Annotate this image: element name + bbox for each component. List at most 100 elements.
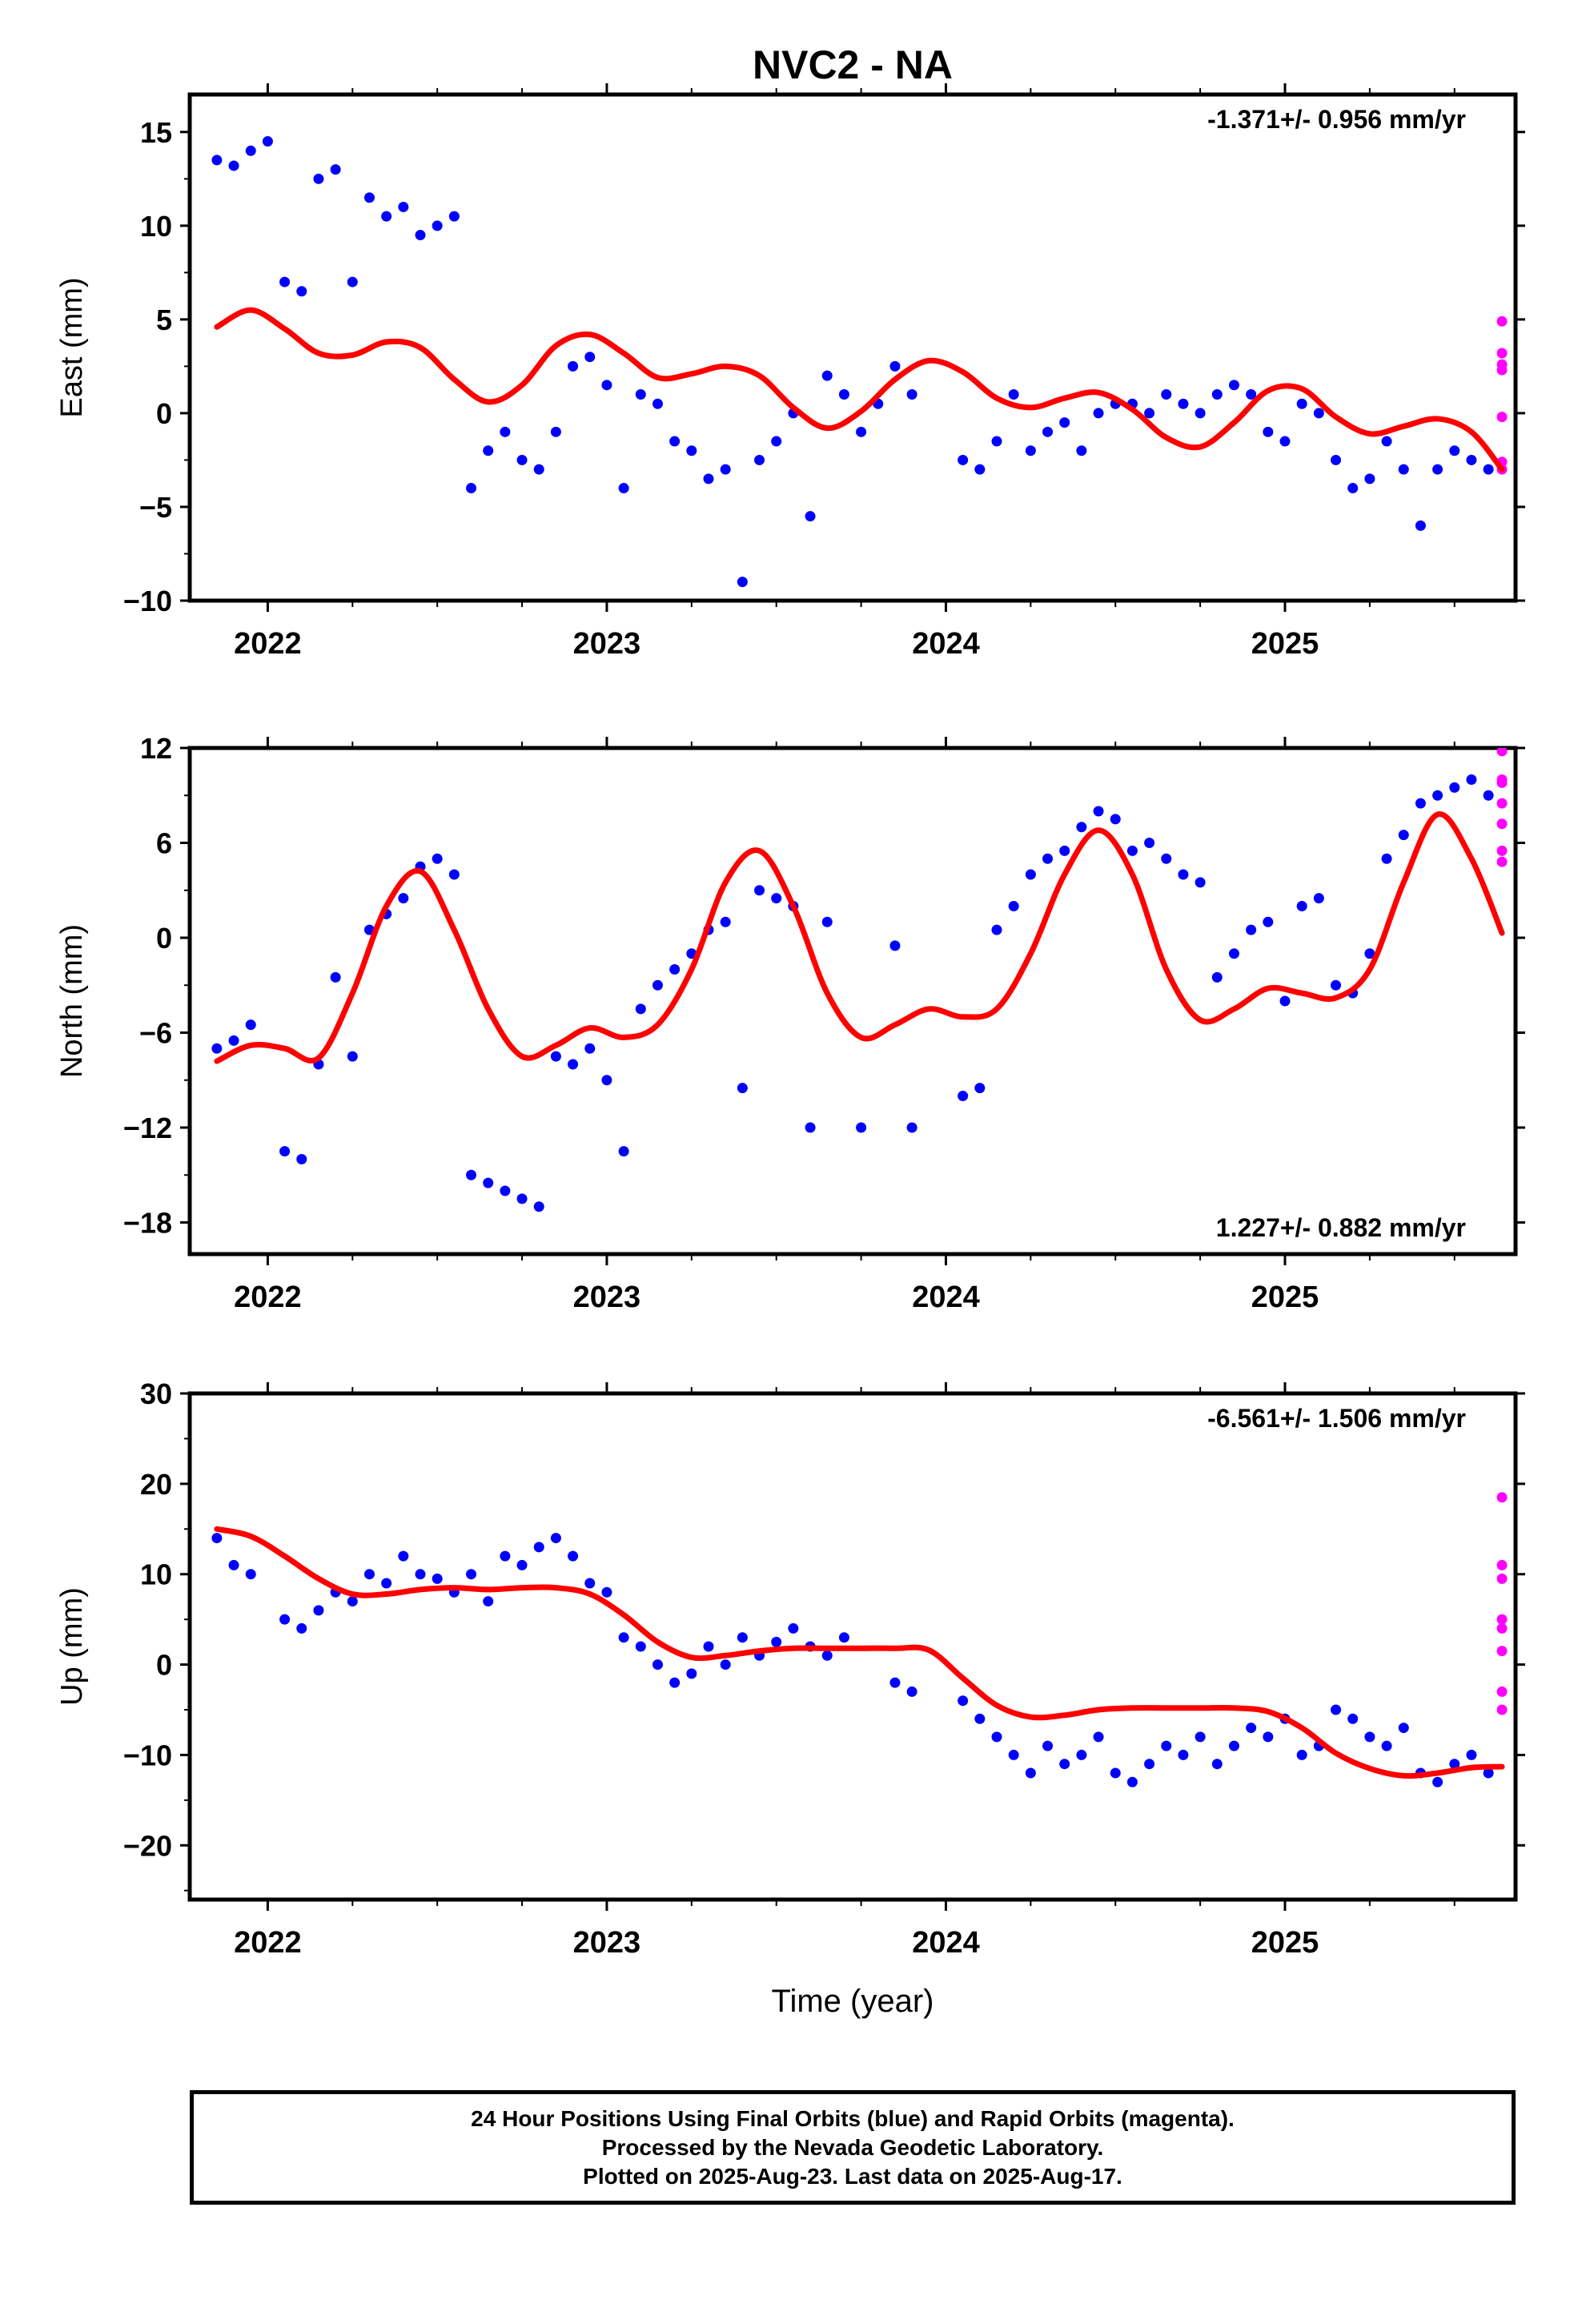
final-orbit-point <box>754 454 765 465</box>
final-orbit-point <box>1347 483 1359 494</box>
final-orbit-point <box>838 1632 849 1643</box>
final-orbit-point <box>516 454 528 465</box>
final-orbit-point <box>1331 454 1342 465</box>
rapid-orbit-point <box>1496 845 1508 856</box>
rate-label: -6.561+/- 1.506 mm/yr <box>1207 1404 1466 1433</box>
final-orbit-point <box>1110 814 1121 825</box>
final-orbit-point <box>958 1695 969 1707</box>
final-orbit-point <box>1466 774 1477 785</box>
final-orbit-point <box>1195 408 1206 419</box>
final-orbit-point <box>1076 1749 1087 1760</box>
final-orbit-point <box>1246 924 1257 935</box>
y-tick-label: 20 <box>140 1468 172 1501</box>
final-orbit-point <box>296 1622 307 1634</box>
y-tick-label: 12 <box>140 732 172 765</box>
final-orbit-point <box>279 1146 291 1157</box>
footer-line-1: 24 Hour Positions Using Final Orbits (bl… <box>471 2105 1235 2131</box>
rapid-orbit-point <box>1496 818 1508 830</box>
final-orbit-point <box>1483 790 1494 801</box>
y-tick-label: −10 <box>123 585 172 617</box>
y-tick-label: −6 <box>139 1017 172 1050</box>
final-orbit-point <box>330 971 341 983</box>
x-tick-label: 2024 <box>912 627 980 661</box>
final-orbit-point <box>1364 473 1375 485</box>
final-orbit-point <box>958 454 969 465</box>
final-orbit-point <box>1228 380 1239 391</box>
final-orbit-point <box>1364 1731 1375 1743</box>
rapid-orbit-point <box>1496 1622 1508 1634</box>
final-orbit-point <box>1008 1749 1019 1760</box>
final-orbit-point <box>363 1569 375 1580</box>
final-orbit-point <box>568 1550 579 1562</box>
panel-up: −20 −10 0 10 20 30 2022 2023 2024 2025 Up (mm) Time… <box>55 1377 1525 2019</box>
final-orbit-point <box>1228 1740 1239 1751</box>
rapid-orbit-point <box>1496 412 1508 423</box>
final-orbit-point <box>550 1051 561 1062</box>
final-orbit-point <box>889 1677 901 1688</box>
final-orbit-point <box>1398 464 1409 475</box>
model-curve <box>214 1526 1505 1779</box>
x-tick-label: 2022 <box>234 1281 302 1314</box>
final-orbit-point <box>1279 995 1291 1007</box>
rapid-orbit-point <box>1496 1704 1508 1715</box>
final-orbit-point <box>618 483 629 494</box>
rapid-orbit-point <box>1496 364 1508 376</box>
final-orbit-point <box>466 1569 477 1580</box>
x-tick-label: 2023 <box>573 627 641 661</box>
final-orbit-point <box>1126 845 1138 856</box>
final-orbit-point <box>669 964 681 975</box>
final-orbit-point <box>1263 916 1274 927</box>
final-orbit-point <box>1313 408 1324 419</box>
final-orbit-point <box>1161 389 1172 400</box>
rapid-orbit-point <box>1496 1559 1508 1570</box>
final-orbit-point <box>1161 1740 1172 1751</box>
y-tick-label: 10 <box>140 1558 172 1591</box>
final-orbit-point <box>974 1713 986 1724</box>
final-orbit-point <box>1195 1731 1206 1743</box>
final-orbit-point <box>1466 1749 1477 1760</box>
final-orbit-point <box>432 1573 443 1584</box>
y-tick-label: 15 <box>140 116 172 149</box>
final-orbit-point <box>771 1636 782 1647</box>
final-orbit-point <box>720 464 731 475</box>
final-orbit-point <box>991 436 1002 447</box>
panel-north: −18 −12 −6 0 6 12 2022 2023 2024 2025 North (mm) 1.… <box>55 732 1525 1314</box>
panel-east: −10 −5 0 5 10 15 2022 2023 2024 2025 East (mm) NVC2… <box>55 42 1525 661</box>
final-orbit-point <box>432 853 443 864</box>
final-orbit-point <box>1211 1759 1223 1770</box>
final-orbit-point <box>245 1569 256 1580</box>
final-orbit-point <box>737 1632 748 1643</box>
final-orbit-point <box>313 1605 324 1616</box>
final-orbit-point <box>500 1185 511 1196</box>
final-orbit-point <box>1313 893 1324 904</box>
final-orbit-point <box>1025 869 1036 880</box>
final-orbit-point <box>635 389 646 400</box>
final-orbit-point <box>958 1091 969 1101</box>
final-orbit-point <box>856 1122 867 1133</box>
final-orbit-point <box>1432 464 1443 475</box>
final-orbit-point <box>1364 948 1375 959</box>
final-orbit-point <box>1144 838 1155 848</box>
final-orbit-point <box>635 1003 646 1015</box>
y-tick-label: 6 <box>156 827 172 860</box>
final-orbit-point <box>245 1019 256 1031</box>
final-orbit-point <box>1042 853 1054 864</box>
final-orbit-point <box>703 1641 714 1652</box>
final-orbit-point <box>821 370 833 381</box>
rapid-orbit-point <box>1496 1573 1508 1584</box>
final-orbit-point <box>1093 1731 1104 1743</box>
rapid-orbit-point <box>1496 798 1508 809</box>
final-orbit-point <box>584 352 596 363</box>
final-orbit-point <box>1059 1759 1070 1770</box>
y-tick-label: 5 <box>156 304 172 336</box>
final-orbit-point <box>347 1051 358 1062</box>
footer-line-3: Plotted on 2025-Aug-23. Last data on 202… <box>583 2163 1122 2189</box>
final-orbit-point <box>838 389 849 400</box>
final-orbit-point <box>228 1559 239 1570</box>
final-orbit-point <box>601 1075 612 1086</box>
final-orbit-point <box>1008 901 1019 911</box>
final-orbit-point <box>228 1035 239 1046</box>
x-tick-label: 2024 <box>912 1281 980 1314</box>
final-orbit-point <box>347 276 358 287</box>
final-orbit-point <box>1449 782 1460 793</box>
